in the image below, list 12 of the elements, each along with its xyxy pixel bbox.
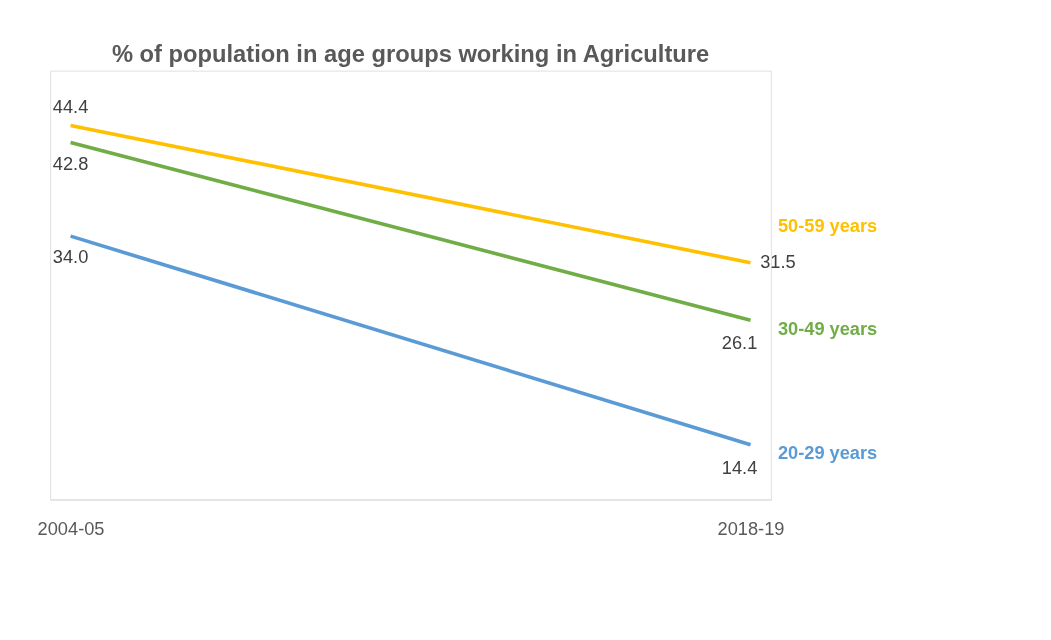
series-label: 30-49 years — [777, 317, 878, 339]
chart-title: % of population in age groups working in Agriculture — [111, 41, 710, 68]
text: 50-59 years — [777, 214, 878, 236]
series-label: 20-29 years — [777, 442, 878, 464]
data-label: 26.1 — [721, 332, 758, 354]
x-tick-label: 2018-19 — [717, 517, 785, 539]
data-label: 44.4 — [52, 95, 89, 117]
data-label: 42.8 — [52, 152, 89, 174]
data-label: 31.5 — [760, 251, 796, 273]
data-label: 34.0 — [52, 246, 89, 268]
x-tick-label: 2004-05 — [37, 517, 105, 539]
data-label: 14.4 — [721, 456, 758, 478]
